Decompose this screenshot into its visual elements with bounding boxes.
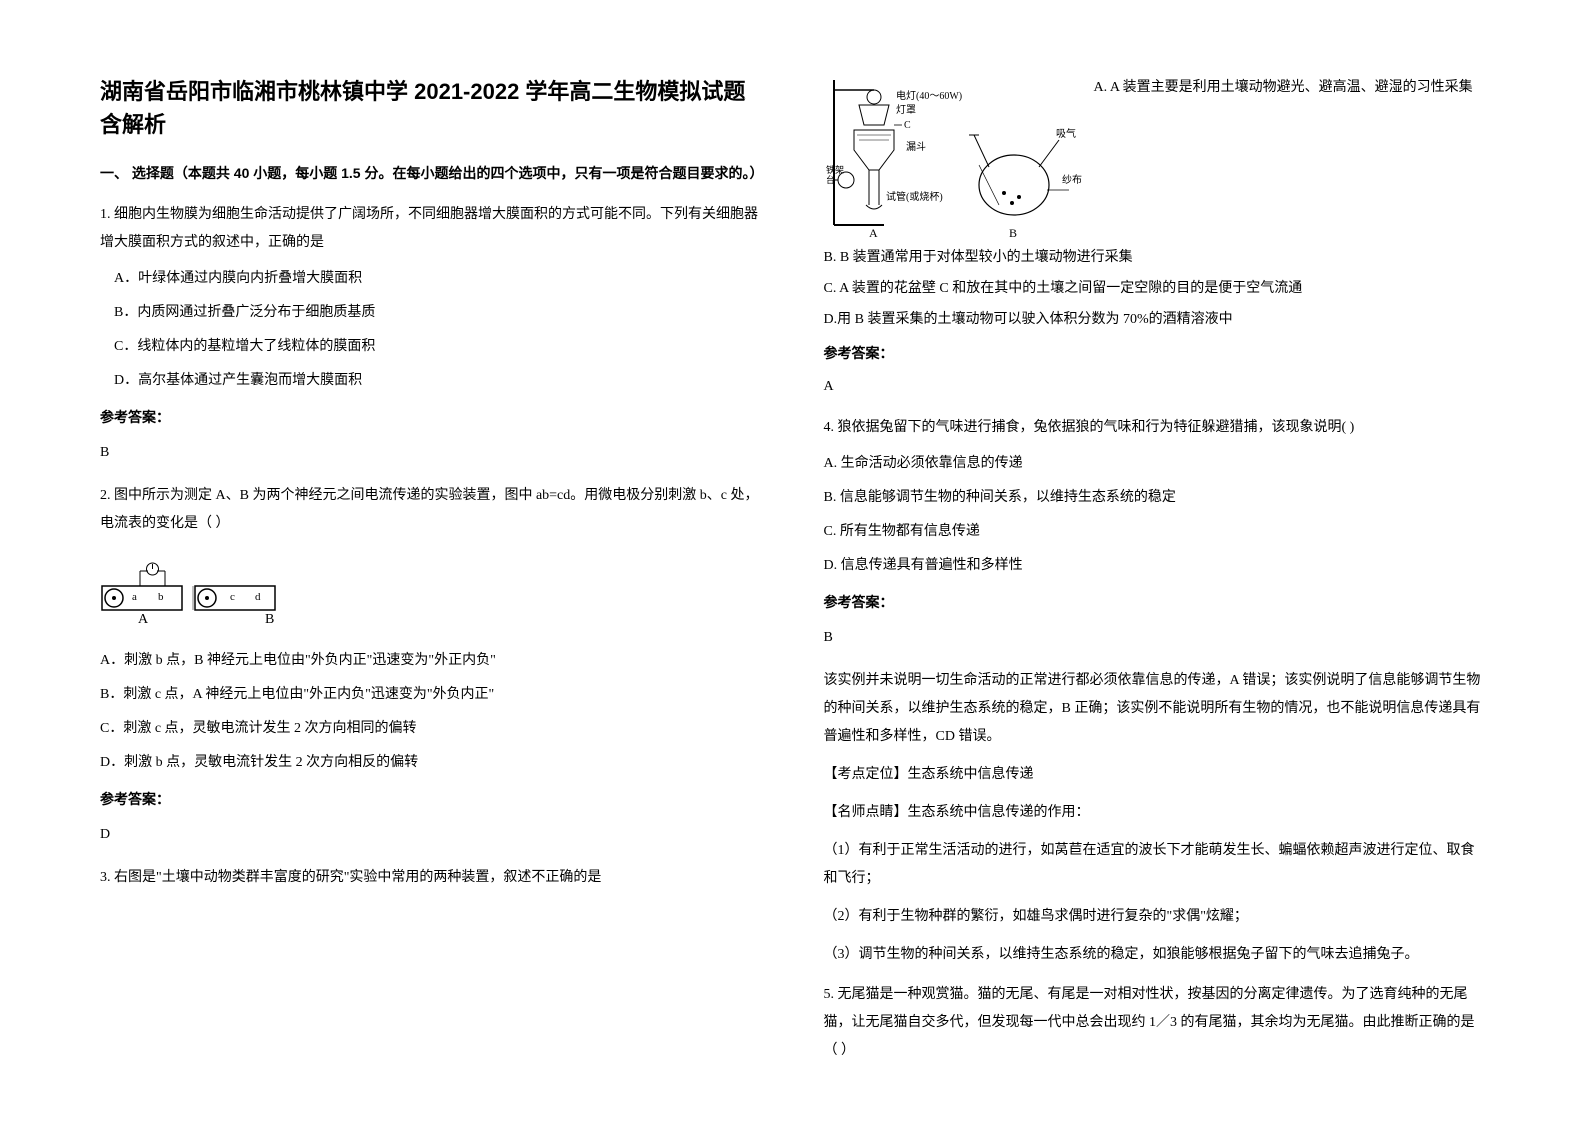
q1-option-b: B．内质网通过折叠广泛分布于细胞质基质 — [100, 299, 764, 327]
svg-text:A: A — [138, 612, 149, 626]
svg-text:A: A — [869, 226, 878, 240]
q4-explanation: 该实例并未说明一切生命活动的正常进行都必须依靠信息的传递，A 错误；该实例说明了… — [824, 667, 1488, 751]
svg-text:B: B — [265, 612, 274, 626]
q1-option-d: D．高尔基体通过产生囊泡而增大膜面积 — [100, 367, 764, 395]
q2-option-a: A．刺激 b 点，B 神经元上电位由"外负内正"迅速变为"外正内负" — [100, 647, 764, 675]
q4-t3: （3）调节生物的种间关系，以维持生态系统的稳定，如狼能够根据兔子留下的气味去追捕… — [824, 941, 1488, 969]
q4-point: 【考点定位】生态系统中信息传递 — [824, 761, 1488, 789]
q4-option-a: A. 生命活动必须依靠信息的传递 — [824, 450, 1488, 478]
q3-option-b: B. B 装置通常用于对体型较小的土壤动物进行采集 — [824, 245, 1488, 270]
soil-diagram: 电灯(40～60W) 灯罩 C 漏斗 铁架 台 试管(或烧杯) A 吸气 纱布 — [824, 75, 1084, 240]
question-2: 2. 图中所示为测定 A、B 为两个神经元之间电流传递的实验装置，图中 ab=c… — [100, 482, 764, 849]
q2-text: 2. 图中所示为测定 A、B 为两个神经元之间电流传递的实验装置，图中 ab=c… — [100, 482, 764, 538]
svg-text:b: b — [158, 591, 164, 603]
neuron-diagram: a b c d A B — [100, 556, 280, 626]
q3-answer: A — [824, 374, 1488, 399]
q1-text: 1. 细胞内生物膜为细胞生命活动提供了广阔场所，不同细胞器增大膜面积的方式可能不… — [100, 201, 764, 257]
q1-answer-label: 参考答案： — [100, 403, 764, 431]
q4-option-b: B. 信息能够调节生物的种间关系，以维持生态系统的稳定 — [824, 484, 1488, 512]
svg-text:灯罩: 灯罩 — [896, 104, 916, 116]
q1-option-a: A．叶绿体通过内膜向内折叠增大膜面积 — [100, 265, 764, 293]
q2-answer-label: 参考答案： — [100, 785, 764, 813]
document-title: 湖南省岳阳市临湘市桃林镇中学 2021-2022 学年高二生物模拟试题含解析 — [100, 75, 764, 141]
svg-text:台: 台 — [826, 174, 835, 185]
q5-text: 5. 无尾猫是一种观赏猫。猫的无尾、有尾是一对相对性状，按基因的分离定律遗传。为… — [824, 981, 1488, 1065]
q4-option-c: C. 所有生物都有信息传递 — [824, 518, 1488, 546]
svg-text:C: C — [904, 120, 911, 131]
q3-option-c: C. A 装置的花盆壁 C 和放在其中的土壤之间留一定空隙的目的是便于空气流通 — [824, 276, 1488, 301]
question-3-intro: 3. 右图是"土壤中动物类群丰富度的研究"实验中常用的两种装置，叙述不正确的是 — [100, 864, 764, 892]
svg-text:纱布: 纱布 — [1062, 174, 1082, 186]
q2-option-b: B．刺激 c 点，A 神经元上电位由"外正内负"迅速变为"外负内正" — [100, 681, 764, 709]
svg-text:电灯(40～60W): 电灯(40～60W) — [896, 89, 962, 102]
q2-option-d: D．刺激 b 点，灵敏电流针发生 2 次方向相反的偏转 — [100, 749, 764, 777]
left-column: 湖南省岳阳市临湘市桃林镇中学 2021-2022 学年高二生物模拟试题含解析 一… — [100, 75, 764, 1077]
q3-option-a: A. A 装置主要是利用土壤动物避光、避高温、避湿的习性采集 — [1094, 80, 1473, 95]
q3-diagram-block: 电灯(40～60W) 灯罩 C 漏斗 铁架 台 试管(或烧杯) A 吸气 纱布 — [824, 75, 1488, 245]
q3-text: 3. 右图是"土壤中动物类群丰富度的研究"实验中常用的两种装置，叙述不正确的是 — [100, 864, 764, 892]
q4-t2: （2）有利于生物种群的繁衍，如雄鸟求偶时进行复杂的"求偶"炫耀； — [824, 903, 1488, 931]
q4-answer: B — [824, 624, 1488, 652]
q4-option-d: D. 信息传递具有普遍性和多样性 — [824, 552, 1488, 580]
svg-text:漏斗: 漏斗 — [906, 141, 926, 153]
right-column: 电灯(40～60W) 灯罩 C 漏斗 铁架 台 试管(或烧杯) A 吸气 纱布 — [824, 75, 1488, 1077]
svg-text:铁架: 铁架 — [826, 164, 844, 175]
page-container: 湖南省岳阳市临湘市桃林镇中学 2021-2022 学年高二生物模拟试题含解析 一… — [100, 75, 1487, 1077]
svg-text:试管(或烧杯): 试管(或烧杯) — [886, 190, 943, 203]
q4-text: 4. 狼依据兔留下的气味进行捕食，兔依据狼的气味和行为特征躲避猎捕，该现象说明(… — [824, 414, 1488, 442]
q4-t1: （1）有利于正常生活活动的进行，如莴苣在适宜的波长下才能萌发生长、蝙蝠依赖超声波… — [824, 837, 1488, 893]
svg-text:a: a — [132, 591, 137, 603]
svg-text:B: B — [1009, 226, 1017, 240]
q4-teacher: 【名师点睛】生态系统中信息传递的作用： — [824, 799, 1488, 827]
svg-text:吸气: 吸气 — [1056, 127, 1076, 140]
q3-option-d: D.用 B 装置采集的土壤动物可以驶入体积分数为 70%的酒精溶液中 — [824, 307, 1488, 332]
q1-answer: B — [100, 439, 764, 467]
q1-option-c: C．线粒体内的基粒增大了线粒体的膜面积 — [100, 333, 764, 361]
q4-answer-label: 参考答案： — [824, 588, 1488, 616]
q2-answer: D — [100, 821, 764, 849]
q3-answer-label: 参考答案： — [824, 341, 1488, 366]
question-5: 5. 无尾猫是一种观赏猫。猫的无尾、有尾是一对相对性状，按基因的分离定律遗传。为… — [824, 981, 1488, 1065]
svg-text:c: c — [230, 591, 235, 603]
svg-text:d: d — [255, 591, 261, 603]
question-1: 1. 细胞内生物膜为细胞生命活动提供了广阔场所，不同细胞器增大膜面积的方式可能不… — [100, 201, 764, 467]
question-4: 4. 狼依据兔留下的气味进行捕食，兔依据狼的气味和行为特征躲避猎捕，该现象说明(… — [824, 414, 1488, 969]
section-header: 一、 选择题（本题共 40 小题，每小题 1.5 分。在每小题给出的四个选项中，… — [100, 161, 764, 186]
q2-option-c: C．刺激 c 点，灵敏电流计发生 2 次方向相同的偏转 — [100, 715, 764, 743]
